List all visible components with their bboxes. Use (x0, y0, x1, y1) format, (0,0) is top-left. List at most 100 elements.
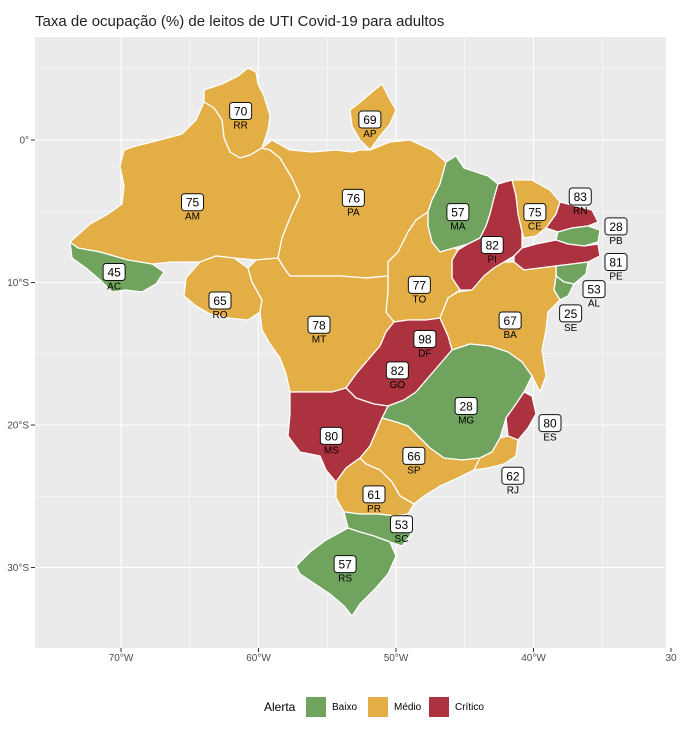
state-label-am: 75 AM (181, 193, 204, 223)
state-abbr: SP (407, 465, 421, 476)
value-box (538, 414, 562, 433)
state-label-ce: 75 CE (523, 203, 547, 233)
map-title: Taxa de ocupação (%) de leitos de UTI Co… (35, 13, 444, 30)
state-value: 78 (312, 318, 326, 332)
value-box (604, 253, 628, 272)
state-abbr: PA (347, 207, 360, 218)
state-label-ro: 65 RO (208, 291, 232, 321)
state-label-al: 53 AL (582, 280, 606, 310)
state-abbr: BA (503, 330, 517, 341)
value-box (358, 110, 382, 129)
states-layer (69, 67, 601, 617)
state-value: 53 (395, 518, 409, 532)
value-box (604, 217, 628, 236)
value-box (402, 446, 426, 465)
state-value: 62 (506, 469, 520, 483)
state-abbr: DF (418, 349, 431, 360)
state-value: 80 (325, 429, 339, 443)
value-box (208, 291, 232, 310)
state-label-pe: 81 PE (604, 253, 628, 283)
state-abbr: TO (413, 294, 427, 305)
state-value: 66 (407, 449, 421, 463)
state-abbr: PR (367, 504, 381, 515)
state-value: 75 (186, 196, 200, 210)
value-box (319, 426, 343, 445)
state-label-se: 25 SE (559, 304, 583, 334)
y-tick-label: 10°S (7, 278, 29, 289)
state-abbr: GO (390, 380, 406, 391)
legend-label-medio: Médio (394, 702, 422, 713)
value-box (229, 102, 253, 120)
legend-label-baixo: Baixo (332, 702, 357, 713)
legend-title: Alerta (264, 700, 296, 714)
state-label-ba: 67 BA (498, 311, 522, 341)
legend-swatch-baixo (306, 697, 326, 717)
state-labels: 70 RR 69 AP 75 AM 76 PA 57 MA 75 CE 83 RN 28 PB 82 PI 81 PE… (102, 102, 628, 585)
state-value: 25 (564, 307, 578, 321)
state-abbr: PE (609, 272, 623, 283)
state-label-ma: 57 MA (446, 203, 470, 233)
state-value: 28 (609, 220, 623, 234)
state-abbr: ES (543, 433, 557, 444)
x-tick-label: 60°W (246, 653, 271, 664)
x-tick-label: 70°W (109, 653, 134, 664)
x-tick-label: 50°W (384, 653, 409, 664)
state-label-pr: 61 PR (362, 485, 386, 515)
value-box (498, 311, 522, 330)
state-abbr: AL (588, 299, 601, 310)
value-box (385, 361, 409, 380)
legend: Alerta Baixo Médio Crítico (264, 697, 484, 717)
state-value: 82 (391, 364, 405, 378)
state-value: 82 (486, 238, 500, 252)
x-tick-label: 30 (665, 653, 677, 664)
value-box (341, 188, 365, 207)
state-abbr: SC (395, 534, 409, 545)
value-box (362, 485, 386, 504)
value-box (568, 187, 592, 206)
state-value: 83 (574, 190, 588, 204)
state-abbr: RN (573, 206, 587, 217)
state-value: 57 (451, 206, 465, 220)
state-label-mt: 78 MT (307, 315, 331, 345)
state-label-ap: 69 AP (358, 110, 382, 140)
state-label-sc: 53 SC (390, 515, 413, 545)
state-abbr: MG (458, 415, 474, 426)
state-label-df: 98 DF (413, 330, 437, 360)
value-box (102, 263, 126, 282)
value-box (413, 330, 437, 348)
state-value: 65 (213, 294, 227, 308)
value-box (307, 315, 331, 334)
state-abbr: MS (324, 445, 339, 456)
state-abbr: SE (564, 323, 578, 334)
legend-label-critico: Crítico (455, 702, 484, 713)
y-tick-label: 0° (19, 136, 29, 147)
y-tick-label: 30°S (7, 563, 29, 574)
value-box (181, 193, 204, 212)
value-box (523, 203, 547, 222)
value-box (559, 304, 583, 323)
state-value: 53 (587, 283, 601, 297)
state-value: 28 (459, 399, 473, 413)
state-shape-rj (473, 435, 519, 471)
state-value: 67 (503, 314, 517, 328)
state-label-go: 82 GO (385, 361, 409, 391)
value-box (407, 275, 431, 294)
value-box (480, 235, 504, 254)
state-shape-am (69, 101, 301, 265)
state-value: 69 (363, 113, 377, 127)
state-label-es: 80 ES (538, 414, 562, 444)
value-box (446, 203, 470, 222)
state-label-rs: 57 RS (333, 555, 357, 585)
state-abbr: MT (312, 334, 326, 345)
state-abbr: PB (609, 236, 623, 247)
state-label-ac: 45 AC (102, 263, 126, 293)
state-value: 45 (107, 266, 121, 280)
state-shape-ro (183, 255, 263, 321)
state-value: 81 (609, 256, 623, 270)
state-label-rj: 62 RJ (501, 466, 525, 496)
state-label-sp: 66 SP (402, 446, 426, 476)
state-label-pb: 28 PB (604, 217, 628, 247)
state-abbr: RR (233, 121, 247, 132)
state-abbr: RO (213, 310, 228, 321)
